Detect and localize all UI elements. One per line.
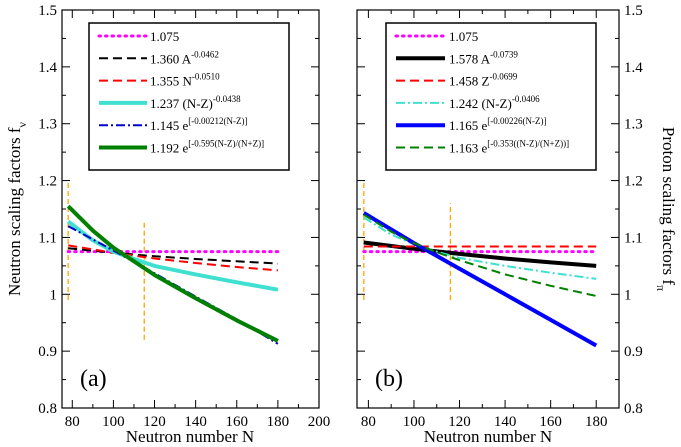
- panel-a-xtick-label: 140: [184, 414, 207, 430]
- panel-b-legend-base-2: 1.458 Z: [449, 74, 490, 89]
- panel-a-xtick-label: 160: [226, 414, 249, 430]
- panel-b-ylabel: Proton scaling factors fπ: [654, 127, 678, 291]
- panel-a-label: (a): [80, 366, 107, 392]
- panel-b-series-line-5: [363, 213, 597, 297]
- panel-a-legend-base-2: 1.355 N: [150, 74, 193, 89]
- panel-b-xtick-label: 180: [585, 414, 608, 430]
- panel-a-xtick-label: 80: [65, 414, 80, 430]
- panel-a-legend-label-1: 1.360 A-0.0462: [150, 49, 219, 66]
- panel-b-xtick-label: 160: [539, 414, 562, 430]
- panel-a-legend-base-1: 1.360 A: [150, 51, 192, 66]
- panel-b-ytick-label: 0.9: [624, 344, 643, 360]
- panel-a-legend-label-4: 1.145 e[-0.00212(N-Z)]: [150, 116, 248, 133]
- panel-a-ylabel-sub: ν: [15, 121, 29, 127]
- panel-a-ytick-label: 0.9: [38, 344, 57, 360]
- panel-a-legend-base-3: 1.237 (N-Z): [150, 96, 213, 111]
- panel-b-xtick-label: 140: [494, 414, 517, 430]
- panel-b-ytick-label: 1.3: [624, 117, 643, 133]
- panel-b-xtick-label: 120: [448, 414, 471, 430]
- panel-b-xtick-label: 100: [403, 414, 426, 430]
- panel-b-legend-exp-5: [-0.353((N-Z)/(N+Z))]: [487, 139, 569, 149]
- panel-a-xtick-label: 200: [308, 414, 331, 430]
- panel-a-legend-exp-2: -0.0510: [192, 72, 220, 82]
- panel-b-legend-label-3: 1.242 (N-Z)-0.0406: [449, 94, 540, 111]
- panel-a-ytick-label: 1.3: [38, 117, 57, 133]
- panel-a-series-line-1: [68, 247, 278, 265]
- panel-b-label: (b): [375, 366, 403, 392]
- panel-b-legend-label-5: 1.163 e[-0.353((N-Z)/(N+Z))]: [449, 139, 569, 156]
- panel-a-legend-base-0: 1.075: [150, 29, 179, 44]
- panel-b-legend-exp-2: -0.0699: [489, 72, 517, 82]
- panel-a-xtick-label: 120: [143, 414, 166, 430]
- panel-b-ylabel-text: Proton scaling factors f: [659, 127, 678, 285]
- panel-a-legend-base-5: 1.192 e: [150, 141, 189, 156]
- panel-a-ytick-label: 1: [50, 287, 58, 303]
- panel-b-ylabel-sub: π: [654, 285, 668, 291]
- panel-b-ytick-label: 1.4: [624, 60, 643, 76]
- panel-a-xlabel: Neutron number N: [126, 427, 254, 446]
- panel-a-legend-exp-5: [-0.595(N-Z)/(N+Z)]: [188, 139, 264, 149]
- panel-a-legend-label-3: 1.237 (N-Z)-0.0438: [150, 94, 241, 111]
- panel-a-series-line-2: [68, 244, 278, 272]
- panel-a-ylabel: Neutron scaling factors fν: [5, 121, 29, 296]
- panel-b-ytick-label: 1: [624, 287, 632, 303]
- panel-b-ytick-label: 1.5: [624, 3, 643, 19]
- panel-b-ytick-label: 1.2: [624, 174, 643, 190]
- panel-a-series-line-5: [66, 204, 279, 343]
- panel-b-legend-base-0: 1.075: [449, 29, 478, 44]
- panel-a-xtick-label: 100: [102, 414, 125, 430]
- panel-a-legend-exp-1: -0.0462: [191, 49, 219, 59]
- panel-b-legend-base-3: 1.242 (N-Z): [449, 96, 512, 111]
- panel-a-ytick-label: 1.2: [38, 174, 57, 190]
- panel-b-series-line-1: [363, 240, 597, 268]
- panel-a-ytick-label: 1.5: [38, 3, 57, 19]
- panel-b-legend-base-1: 1.578 A: [449, 51, 491, 66]
- panel-b-legend-base-5: 1.163 e: [449, 141, 488, 156]
- panel-a-legend-exp-4: [-0.00212(N-Z)]: [188, 116, 247, 126]
- panel-a-legend-label-5: 1.192 e[-0.595(N-Z)/(N+Z)]: [150, 139, 264, 156]
- panel-a-ylabel-text: Neutron scaling factors f: [5, 127, 24, 296]
- panel-b-legend-label-1: 1.578 A-0.0739: [449, 49, 518, 66]
- panel-a-legend-exp-3: -0.0438: [213, 94, 241, 104]
- panel-a: 80 100 120 140 160 180 200 0.8 0.9 1 1.1 1.2 1.3 1.4 1…: [5, 3, 330, 446]
- panel-a-legend-base-4: 1.145 e: [150, 118, 189, 133]
- panel-b-legend-base-4: 1.165 e: [449, 118, 488, 133]
- panel-b-ytick-label: 0.8: [624, 401, 643, 417]
- panel-a-series-line-3: [66, 219, 279, 292]
- panel-b-legend-exp-1: -0.0739: [490, 49, 518, 59]
- panel-b-legend-label-0: 1.075: [449, 29, 478, 44]
- panel-b-xlabel: Neutron number N: [424, 427, 552, 446]
- panel-b-ytick-label: 1.1: [624, 230, 643, 246]
- panel-a-legend-label-2: 1.355 N-0.0510: [150, 72, 220, 89]
- panel-b: 80 100 120 140 160 1800.80.911.11.21.31.41.5 …: [356, 3, 678, 446]
- panel-b-xtick-label: 80: [361, 414, 376, 430]
- panel-b-legend-exp-4: [-0.00226(N-Z)]: [487, 116, 546, 126]
- panel-a-legend-label-0: 1.075: [150, 29, 179, 44]
- panel-b-series-line-4: [362, 211, 598, 348]
- panel-a-ytick-label: 1.1: [38, 230, 57, 246]
- panel-b-legend-label-4: 1.165 e[-0.00226(N-Z)]: [449, 116, 547, 133]
- panel-b-legend-label-2: 1.458 Z-0.0699: [449, 72, 518, 89]
- panel-b-legend-exp-3: -0.0406: [512, 94, 540, 104]
- panel-a-ytick-label: 0.8: [38, 401, 57, 417]
- panel-a-xtick-label: 180: [267, 414, 290, 430]
- panel-b-series-line-3: [363, 216, 597, 280]
- panel-a-ytick-label: 1.4: [38, 60, 57, 76]
- panel-b-legend: [385, 22, 597, 171]
